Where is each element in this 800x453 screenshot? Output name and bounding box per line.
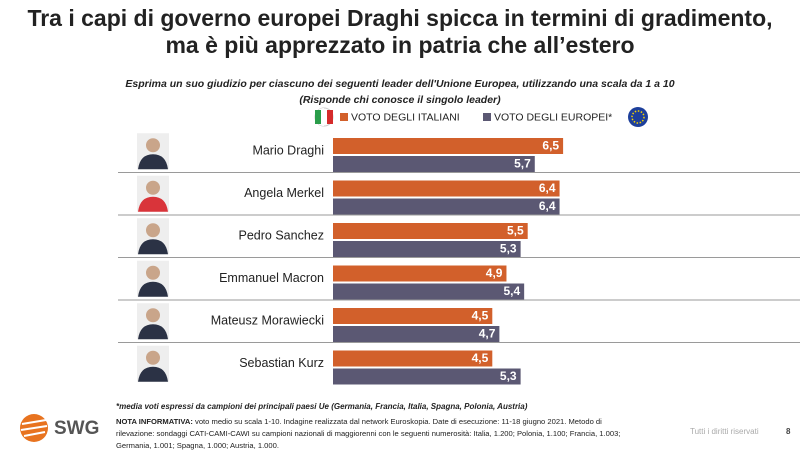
photo-body [138, 281, 168, 297]
value-label: 4,9 [486, 266, 503, 280]
value-label: 5,4 [503, 284, 520, 298]
value-label: 6,5 [542, 139, 559, 153]
category-label: Mateusz Morawiecki [211, 314, 324, 328]
bar [333, 326, 500, 342]
value-label: 5,7 [514, 157, 531, 171]
leader-photo [137, 260, 169, 297]
italy-flag [314, 107, 334, 127]
bar [333, 223, 528, 239]
bar [333, 308, 493, 324]
value-label: 4,7 [479, 327, 496, 341]
leader-photo [137, 303, 169, 340]
category-label: Mario Draghi [252, 144, 324, 158]
photo-body [138, 239, 168, 255]
note-text: Germania, 1.001; Spagna, 1.000; Austria,… [116, 441, 279, 450]
bar [333, 265, 507, 282]
photo-head [146, 180, 160, 195]
legend-label: VOTO DEGLI EUROPEI* [494, 111, 612, 123]
leader-photo [137, 175, 169, 212]
value-label: 5,3 [500, 369, 517, 383]
note-text: voto medio su scala 1-10. Indagine reali… [193, 417, 602, 426]
note-label: NOTA INFORMATIVA: [116, 417, 193, 426]
bar [333, 180, 560, 197]
eu-flag [628, 107, 648, 127]
page-number: 8 [786, 427, 791, 436]
photo-body [138, 366, 168, 382]
category-label: Sebastian Kurz [239, 356, 324, 370]
chart-title: Tra i capi di governo europei Draghi spi… [27, 5, 772, 31]
photo-body [138, 324, 168, 340]
bar [333, 241, 521, 257]
rights: Tutti i diritti riservati [690, 427, 759, 436]
leader-photo [137, 345, 169, 382]
photo-body [138, 196, 168, 212]
value-label: 5,3 [500, 242, 517, 256]
value-label: 6,4 [539, 199, 556, 213]
category-label: Pedro Sanchez [239, 229, 324, 243]
bar [333, 156, 535, 172]
bar [333, 350, 493, 367]
chart-title: ma è più apprezzato in patria che all’es… [165, 32, 634, 58]
bar [333, 138, 564, 154]
photo-head [146, 223, 160, 238]
photo-head [146, 265, 160, 280]
bar [333, 368, 521, 385]
legend-swatch [483, 113, 491, 121]
bar [333, 198, 560, 215]
legend-label: VOTO DEGLI ITALIANI [351, 111, 460, 123]
legend-swatch [340, 113, 348, 121]
value-label: 6,4 [539, 181, 556, 195]
value-label: 4,5 [472, 309, 489, 323]
swg-logo [20, 414, 48, 442]
note: NOTA INFORMATIVA: voto medio su scala 1-… [116, 417, 602, 426]
note-text: rilevazione: sondaggi CATI-CAMI-CAWI su … [116, 429, 620, 438]
leader-photo [137, 133, 169, 170]
leader-photo [137, 218, 169, 255]
photo-head [146, 138, 160, 153]
photo-body [138, 154, 168, 170]
subtitle: (Risponde chi conosce il singolo leader) [299, 94, 501, 106]
photo-head [146, 350, 160, 365]
brand: SWG [54, 418, 99, 439]
footnote: *media voti espressi da campioni dei pri… [116, 402, 528, 411]
subtitle: Esprima un suo giudizio per ciascuno dei… [125, 78, 674, 90]
photo-head [146, 308, 160, 323]
value-label: 4,5 [472, 351, 489, 365]
value-label: 5,5 [507, 224, 524, 238]
category-label: Emmanuel Macron [219, 271, 324, 285]
category-label: Angela Merkel [244, 186, 324, 200]
bar [333, 283, 525, 300]
